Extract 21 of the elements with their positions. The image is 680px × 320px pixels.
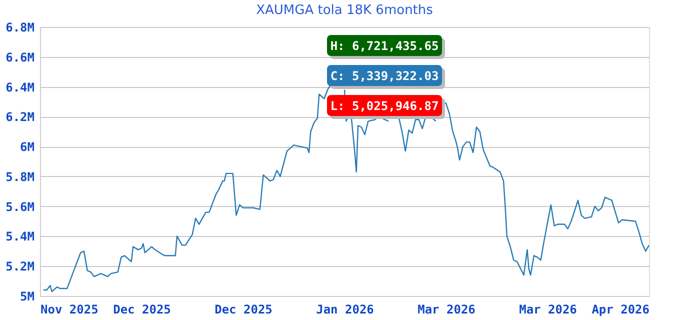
x-tick-label: Mar 2026 — [418, 302, 476, 316]
y-tick-label: 6.2M — [6, 110, 34, 124]
y-tick-label: 5.8M — [6, 170, 34, 184]
x-tick-label: Dec 2025 — [214, 302, 272, 316]
chart-title: XAUMGA tola 18K 6months — [256, 3, 434, 18]
x-tick-label: Nov 2025 — [40, 302, 98, 316]
x-tick-label: Mar 2026 — [519, 302, 577, 316]
x-tick-label: Apr 2026 — [592, 302, 650, 316]
x-tick-label: Dec 2025 — [113, 302, 171, 316]
y-tick-label: 5.4M — [6, 230, 34, 244]
y-tick-label: 5.6M — [6, 200, 34, 214]
y-tick-label: 6.8M — [6, 20, 34, 34]
x-tick-label: Jan 2026 — [316, 302, 374, 316]
annotation: L: 5,025,946.87 — [330, 99, 439, 113]
y-tick-label: 5.2M — [6, 260, 34, 274]
y-tick-label: 5M — [20, 290, 34, 304]
y-tick-label: 6.4M — [6, 80, 34, 94]
annotation: H: 6,721,435.65 — [330, 39, 439, 53]
y-tick-label: 6.6M — [6, 50, 34, 64]
annotation: C: 5,339,322.03 — [330, 69, 439, 83]
y-tick-label: 6M — [20, 140, 34, 154]
